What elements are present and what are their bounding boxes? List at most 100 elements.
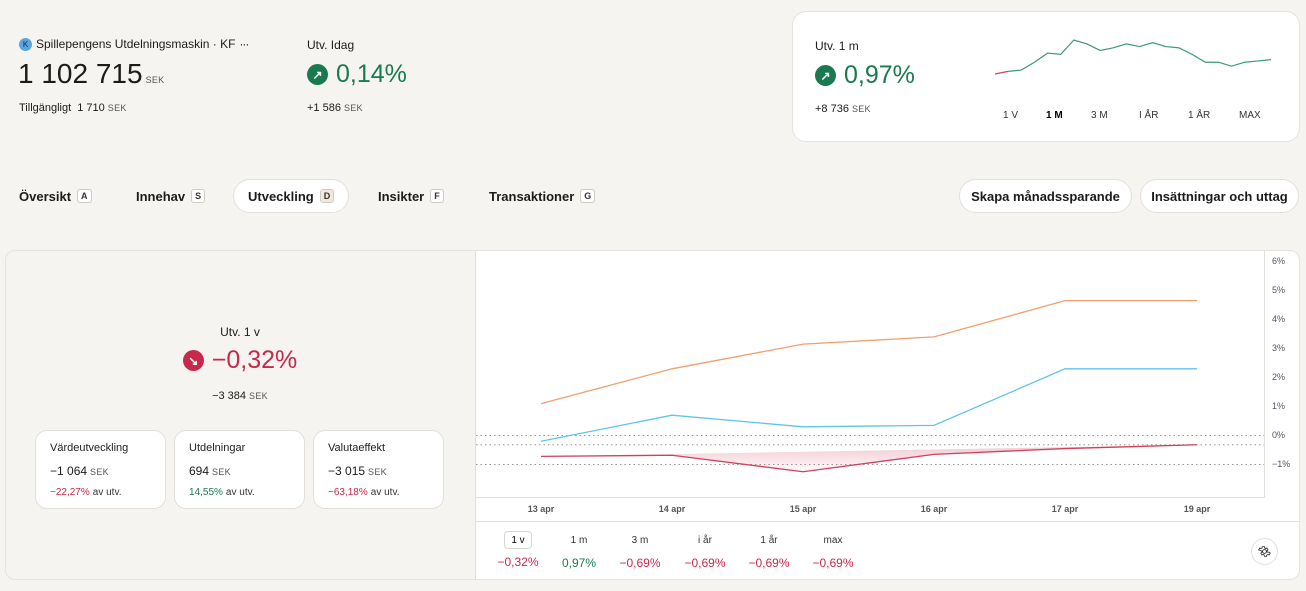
- tab-transaktioner[interactable]: Transaktioner G: [489, 179, 596, 213]
- period-option[interactable]: max −0,69%: [803, 530, 863, 570]
- gear-icon: [1258, 546, 1271, 557]
- deposits-withdrawals-button[interactable]: Insättningar och uttag: [1140, 179, 1299, 213]
- today-percent: 0,14%: [336, 60, 407, 88]
- week-amount-row: −3 384 SEK: [5, 390, 475, 402]
- period-value: −0,32%: [497, 555, 539, 569]
- account-badge-icon: K: [19, 37, 32, 51]
- account-value: 1 102 715 SEK: [18, 58, 165, 90]
- breakdown-amount: −3 015: [328, 464, 366, 478]
- arrow-down-right-icon: ↘: [182, 350, 204, 371]
- available-row: Tillgängligt 1 710 SEK: [19, 102, 127, 114]
- week-amount: −3 384: [212, 390, 247, 402]
- breakdown-currency: SEK: [368, 467, 387, 477]
- range-option[interactable]: MAX: [1239, 110, 1261, 121]
- period-label: 1 m: [570, 535, 588, 546]
- today-currency: SEK: [343, 103, 363, 113]
- sparkline-start-segment: [994, 70, 1009, 75]
- period-option[interactable]: i år −0,69%: [675, 530, 735, 570]
- tab-insikter[interactable]: Insikter F: [378, 179, 444, 213]
- shortcut-key: S: [191, 189, 206, 203]
- breakdown-card: Värdeutveckling −1 064 SEK −22,27% av utv.: [35, 430, 166, 509]
- week-currency: SEK: [249, 391, 268, 401]
- tab-label: Översikt: [19, 188, 72, 204]
- week-label: Utv. 1 v: [220, 325, 260, 339]
- y-tick-label: 4%: [1272, 313, 1286, 324]
- breakdown-pct: 14,55%: [189, 487, 223, 498]
- y-tick-label: 5%: [1272, 284, 1286, 295]
- breakdown-card: Valutaeffekt −3 015 SEK −63,18% av utv.: [313, 430, 444, 509]
- tab-översikt[interactable]: Översikt A: [19, 179, 92, 213]
- today-amount: +1 586: [307, 102, 341, 114]
- tab-label: Transaktioner: [489, 188, 575, 204]
- panel-divider: [475, 251, 476, 579]
- x-tick-label: 13 apr: [527, 504, 555, 514]
- breakdown-title: Valutaeffekt: [328, 442, 386, 454]
- series-line-3: [540, 444, 1198, 473]
- account-currency: SEK: [145, 75, 165, 85]
- period-option[interactable]: 1 v −0,32%: [488, 530, 548, 569]
- account-value-number: 1 102 715: [18, 58, 143, 89]
- period-label: max: [823, 535, 843, 546]
- create-monthly-saving-button[interactable]: Skapa månadssparande: [959, 179, 1132, 213]
- x-tick-label: 15 apr: [789, 504, 817, 514]
- period-label: 1 år: [760, 535, 778, 546]
- breakdown-card: Utdelningar 694 SEK 14,55% av utv.: [174, 430, 305, 509]
- shortcut-key: F: [430, 189, 444, 203]
- range-option[interactable]: 1 ÅR: [1188, 110, 1211, 121]
- y-tick-label: 1%: [1272, 400, 1286, 411]
- shortcut-key: D: [319, 189, 335, 203]
- chart-settings-button[interactable]: [1251, 538, 1278, 565]
- arrow-up-right-icon: ↗: [307, 64, 328, 85]
- period-value: −0,69%: [812, 556, 854, 570]
- period-option[interactable]: 1 m 0,97%: [549, 530, 609, 570]
- tab-label: Insikter: [378, 188, 425, 204]
- period-option[interactable]: 3 m −0,69%: [610, 530, 670, 570]
- week-percent: −0,32%: [211, 346, 298, 374]
- breakdown-suffix: av utv.: [92, 487, 122, 498]
- y-tick-label: 2%: [1272, 371, 1286, 382]
- available-currency: SEK: [107, 103, 127, 113]
- period-divider: [476, 521, 1299, 522]
- x-tick-label: 14 apr: [658, 504, 686, 514]
- breakdown-share: −22,27% av utv.: [50, 487, 151, 498]
- breakdown-value: 694 SEK: [189, 464, 290, 478]
- more-icon[interactable]: ···: [239, 37, 249, 51]
- y-tick-label: 3%: [1272, 342, 1286, 353]
- y-axis-line: [1264, 251, 1265, 497]
- breakdown-amount: −1 064: [50, 464, 88, 478]
- account-header: K Spillepengens Utdelningsmaskin · KF ··…: [19, 37, 249, 51]
- range-option[interactable]: 1 M: [1046, 110, 1063, 121]
- breakdown-suffix: av utv.: [225, 487, 255, 498]
- x-tick-label: 16 apr: [920, 504, 948, 514]
- range-option[interactable]: I ÅR: [1139, 110, 1159, 121]
- breakdown-pct: −63,18%: [328, 487, 368, 498]
- y-tick-label: −1%: [1272, 458, 1291, 469]
- month-currency: SEK: [851, 104, 871, 114]
- week-change: ↘ −0,32%: [5, 346, 475, 375]
- available-value: 1 710: [77, 102, 105, 114]
- today-label: Utv. Idag: [307, 38, 355, 52]
- tab-utveckling[interactable]: Utveckling D: [233, 179, 350, 213]
- breakdown-suffix: av utv.: [370, 487, 400, 498]
- period-option[interactable]: 1 år −0,69%: [739, 530, 799, 570]
- period-label: 1 v: [504, 531, 532, 549]
- tab-innehav[interactable]: Innehav S: [136, 179, 206, 213]
- range-option[interactable]: 1 V: [1003, 110, 1019, 121]
- breakdown-value: −3 015 SEK: [328, 464, 429, 478]
- today-amount-row: +1 586 SEK: [307, 102, 363, 114]
- sparkline-line: [1008, 39, 1272, 72]
- breakdown-value: −1 064 SEK: [50, 464, 151, 478]
- series-line-1: [540, 300, 1197, 405]
- breakdown-currency: SEK: [212, 467, 231, 477]
- month-label: Utv. 1 m: [815, 39, 859, 53]
- month-card: Utv. 1 m ↗ 0,97% +8 736 SEK 1 V 1 M 3 M I ÅR…: [792, 11, 1300, 142]
- breakdown-pct: −22,27%: [50, 487, 90, 498]
- breakdown-currency: SEK: [90, 467, 109, 477]
- period-value: −0,69%: [748, 556, 790, 570]
- chart-area: [476, 251, 1299, 579]
- shortcut-key: G: [580, 189, 596, 203]
- month-change: ↗ 0,97%: [815, 61, 915, 90]
- period-value: 0,97%: [561, 556, 597, 570]
- loss-area: [541, 444, 1197, 472]
- range-option[interactable]: 3 M: [1091, 110, 1108, 121]
